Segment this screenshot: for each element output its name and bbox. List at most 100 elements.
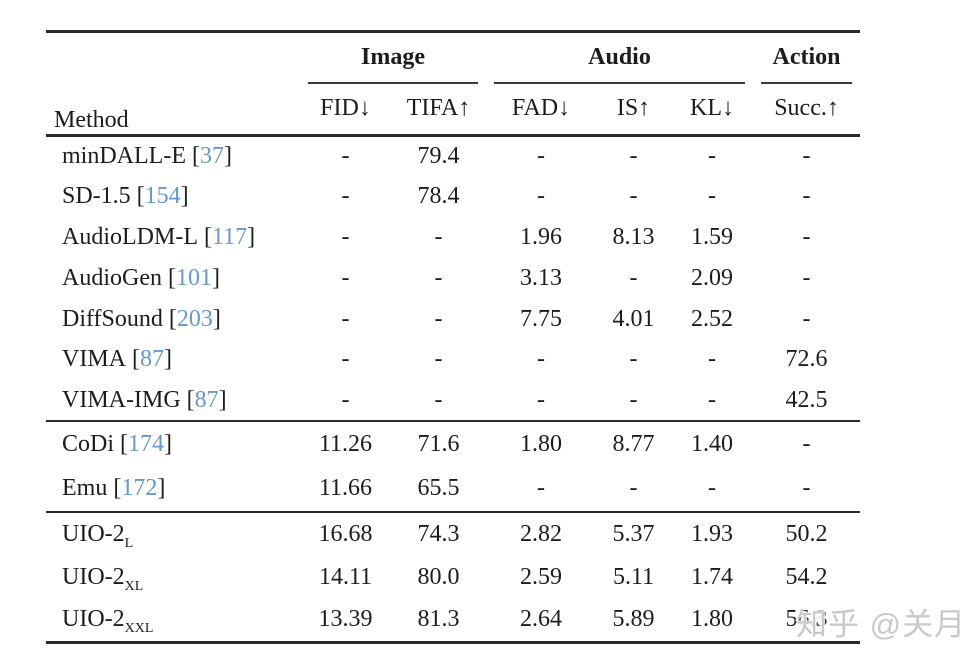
- col-header-fad: FAD↓: [486, 83, 597, 137]
- citation-link[interactable]: 37: [199, 143, 224, 170]
- citation-bracket: [: [203, 223, 212, 250]
- group-header-action-cell: Action: [753, 32, 860, 84]
- metric-value: 4.01: [612, 305, 655, 332]
- metric-header-row: FID↓ TIFA↑ FAD↓ IS↑ KL↓ Succ.↑: [46, 83, 861, 137]
- metric-value: 81.3: [417, 606, 460, 633]
- table-row: UIO-2L 16.68 74.3 2.82 5.37 1.93 50.2: [46, 511, 861, 556]
- results-table: Method Image Audio Action FID↓ TIFA↑ FAD…: [46, 30, 861, 644]
- col-header-fid: FID↓: [300, 83, 391, 137]
- citation-bracket: ]: [211, 264, 220, 291]
- metric-value: 8.77: [596, 420, 672, 467]
- col-header-is: IS↑: [596, 83, 672, 137]
- citation-link[interactable]: 154: [144, 183, 181, 210]
- citation-bracket: [: [136, 183, 145, 210]
- col-header-tifa: TIFA↑: [391, 83, 487, 137]
- metric-value: -: [537, 143, 546, 170]
- metric-value: -: [629, 183, 638, 210]
- citation-link[interactable]: 101: [175, 264, 212, 291]
- group-header-action: Action: [761, 34, 853, 84]
- metric-value: 2.52: [691, 305, 734, 332]
- citation-bracket: ]: [223, 143, 232, 170]
- metric-value: 13.39: [318, 606, 373, 633]
- metric-value: -: [341, 386, 350, 413]
- metric-value: -: [629, 264, 638, 291]
- method-cell: CoDi [174]: [46, 420, 300, 467]
- col-header-succ: Succ.↑: [753, 83, 861, 137]
- metric-value: -: [802, 223, 811, 250]
- citation-bracket: ]: [180, 183, 189, 210]
- metric-value: 11.26: [300, 420, 391, 467]
- metric-value: 2.82: [486, 511, 597, 556]
- method-name: AudioGen: [62, 264, 162, 291]
- citation-link[interactable]: 87: [194, 386, 219, 413]
- metric-value: -: [708, 475, 717, 502]
- method-cell: DiffSound [203]: [46, 299, 300, 340]
- method-name: minDALL-E: [62, 143, 186, 170]
- model-size-subscript: XXL: [124, 621, 154, 637]
- citation-bracket: ]: [218, 386, 227, 413]
- metric-value: -: [537, 386, 546, 413]
- metric-value: 16.68: [300, 511, 391, 556]
- citation-bracket: [: [132, 346, 140, 373]
- method-cell: SD-1.5 [154]: [46, 176, 300, 217]
- citation-bracket: [: [120, 430, 129, 457]
- metric-value: -: [434, 346, 443, 373]
- citation-bracket: [: [167, 264, 176, 291]
- metric-value: 1.96: [520, 223, 563, 250]
- citation-bracket: ]: [157, 475, 166, 502]
- citation-bracket: [: [168, 305, 177, 332]
- metric-value: 42.5: [785, 386, 828, 413]
- method-name: DiffSound: [62, 305, 163, 332]
- table-row: CoDi [174] 11.26 71.6 1.80 8.77 1.40 -: [46, 420, 861, 467]
- method-name: CoDi: [62, 430, 115, 457]
- col-header-kl: KL↓: [671, 83, 754, 137]
- citation-bracket: [: [191, 143, 200, 170]
- metric-value: 72.6: [785, 346, 828, 373]
- citation-link[interactable]: 117: [211, 223, 248, 250]
- group-header-image: Image: [308, 34, 479, 84]
- metric-value: -: [341, 305, 350, 332]
- model-size-subscript: XL: [124, 578, 144, 594]
- citation-link[interactable]: 87: [140, 346, 164, 373]
- metric-value: 7.75: [520, 305, 563, 332]
- method-column-header: Method: [46, 31, 300, 137]
- table-row: UIO-2XXL 13.39 81.3 2.64 5.89 1.80 56.3: [46, 599, 860, 642]
- metric-value: -: [802, 475, 811, 502]
- metric-value: 56.3: [785, 606, 828, 633]
- method-name: AudioLDM-L: [62, 223, 198, 250]
- metric-value: 50.2: [753, 511, 861, 556]
- metric-value: -: [629, 475, 638, 502]
- citation-bracket: ]: [164, 346, 172, 373]
- metric-value: 5.89: [612, 606, 655, 633]
- citation-bracket: ]: [164, 430, 173, 457]
- metric-value: 1.74: [691, 563, 734, 590]
- metric-value: -: [753, 420, 861, 467]
- metric-value: -: [708, 346, 717, 373]
- method-name: SD-1.5: [62, 183, 131, 210]
- metric-value: 65.5: [417, 475, 460, 502]
- method-cell: UIO-2XL: [46, 555, 300, 598]
- table-row: SD-1.5 [154] - 78.4 - - - -: [46, 176, 860, 217]
- metric-value: 71.6: [391, 420, 487, 467]
- method-name: VIMA-IMG: [62, 386, 181, 413]
- metric-value: -: [708, 386, 717, 413]
- citation-bracket: ]: [247, 223, 256, 250]
- citation-link[interactable]: 172: [121, 475, 158, 502]
- table-row: UIO-2XL 14.11 80.0 2.59 5.11 1.74 54.2: [46, 555, 860, 598]
- section-baselines: minDALL-E [37] - 79.4 - - - - SD-1.5 [154]…: [46, 136, 860, 422]
- metric-value: 1.93: [671, 511, 754, 556]
- metric-value: 2.59: [520, 563, 563, 590]
- metric-value: -: [341, 264, 350, 291]
- citation-link[interactable]: 174: [128, 430, 165, 457]
- metric-value: 11.66: [318, 475, 373, 502]
- group-header-audio: Audio: [494, 34, 746, 84]
- metric-value: 1.40: [671, 420, 754, 467]
- citation-link[interactable]: 203: [176, 305, 213, 332]
- table-row: minDALL-E [37] - 79.4 - - - -: [46, 136, 860, 177]
- metric-value: -: [629, 346, 638, 373]
- metric-value: 79.4: [417, 143, 460, 170]
- metric-value: -: [341, 183, 350, 210]
- metric-value: -: [434, 386, 443, 413]
- metric-value: -: [629, 143, 638, 170]
